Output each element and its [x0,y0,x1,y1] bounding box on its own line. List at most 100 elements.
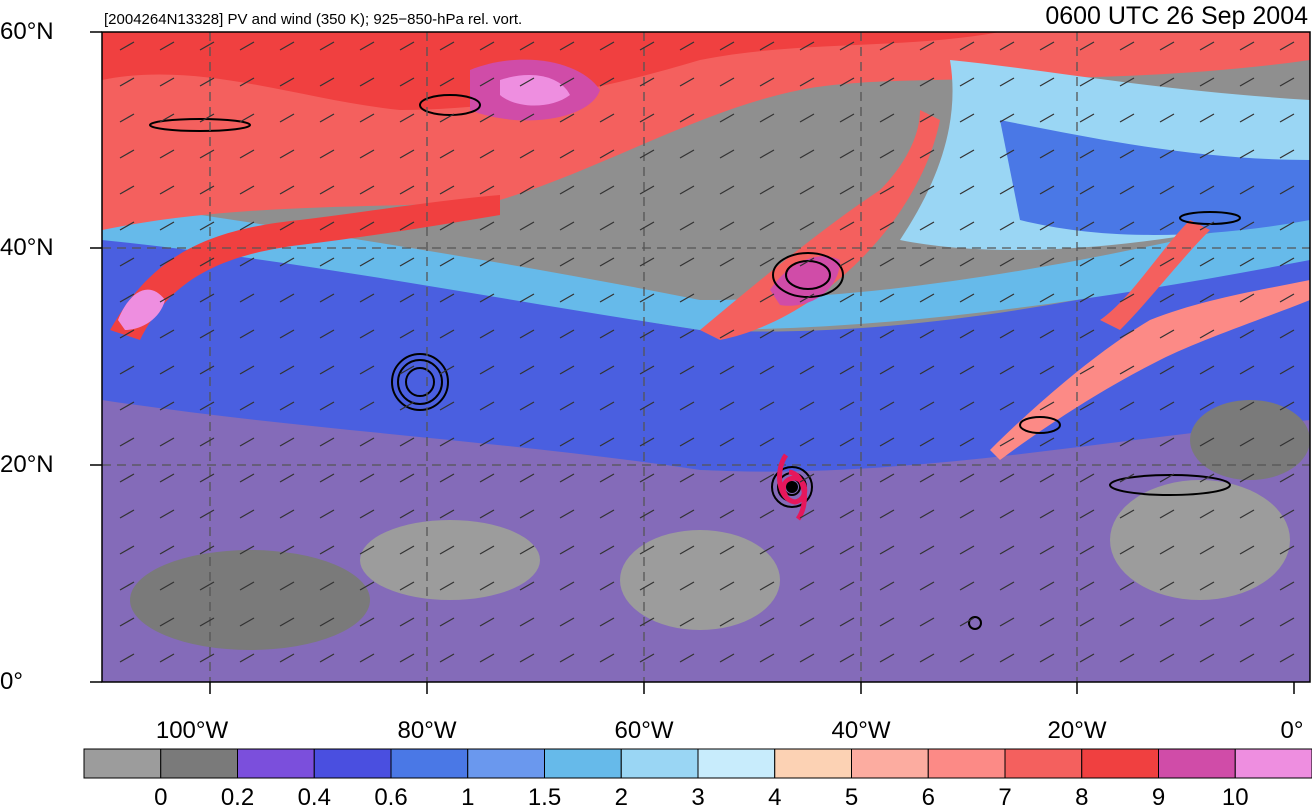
wind-barb [319,617,335,627]
wind-barb [759,77,775,87]
wind-barb [759,329,775,339]
wind-barb [839,617,855,627]
wind-barb [399,617,415,627]
wind-barb [839,581,855,591]
wind-barb [1279,77,1295,87]
wind-barb [1159,257,1175,267]
wind-barb [639,293,655,303]
wind-barb [679,473,695,483]
wind-barb [159,329,175,339]
lon-label-80w: 80°W [397,717,457,744]
wind-barb [879,401,895,411]
wind-barb [439,77,455,87]
wind-barb [559,221,575,231]
colorbar-swatch [697,748,776,779]
wind-barb [1279,113,1295,123]
wind-barb [599,77,615,87]
wind-barb [359,617,375,627]
wind-barb [879,545,895,555]
wind-barb [1079,473,1095,483]
wind-barb [639,77,655,87]
wind-barb [1199,185,1215,195]
wind-barb [1119,329,1135,339]
wind-barb [519,401,535,411]
wind-barb [839,113,855,123]
wind-barb [1119,437,1135,447]
colorbar-tick-label: 7 [998,784,1012,811]
wind-barb [519,365,535,375]
colorbar-tick-label: 10 [1221,784,1249,811]
wind-barb [559,113,575,123]
colorbar-swatch [1158,748,1236,779]
wind-barb [399,509,415,519]
wind-barb [439,257,455,267]
wind-barb [639,653,655,663]
wind-barb [919,329,935,339]
wind-barb [479,329,495,339]
wind-barb [999,149,1015,159]
wind-barb [759,221,775,231]
wind-barb [199,437,215,447]
wind-barb [399,149,415,159]
wind-barb [519,509,535,519]
wind-barb [599,365,615,375]
wind-barb [1199,617,1215,627]
wind-barb [319,257,335,267]
wind-barb [239,113,255,123]
wind-barb [1119,401,1135,411]
wind-barb [319,473,335,483]
wind-barb [239,149,255,159]
wind-barb [199,113,215,123]
wind-barb [679,437,695,447]
wind-barb [679,617,695,627]
wind-barb [519,473,535,483]
wind-barb [639,473,655,483]
wind-barb [319,221,335,231]
wind-barb [199,401,215,411]
wind-barb [1199,653,1215,663]
wind-barb [919,473,935,483]
wind-barb [799,77,815,87]
wind-barb [999,221,1015,231]
wind-barb [119,437,135,447]
wind-barb [479,437,495,447]
lat-label-40n: 40°N [0,234,54,261]
wind-barb [1119,545,1135,555]
wind-barb [1039,149,1055,159]
wind-barb [399,113,415,123]
wind-barb [439,401,455,411]
wind-barb [719,401,735,411]
wind-barb [799,401,815,411]
wind-barb [599,509,615,519]
wind-barb [1279,545,1295,555]
wind-barb [1279,653,1295,663]
wind-barb [1279,41,1295,51]
wind-barb [999,77,1015,87]
wind-barb [959,77,975,87]
wind-barb [919,113,935,123]
wind-barb [199,509,215,519]
wind-barb [359,221,375,231]
wind-barb [119,401,135,411]
wind-barb [119,293,135,303]
wind-barb [159,41,175,51]
wind-barb [279,509,295,519]
wind-barb [1039,437,1055,447]
wind-barb [679,221,695,231]
wind-barb [679,77,695,87]
wind-barb [1079,365,1095,375]
colorbar-tick-label: 0 [154,784,168,811]
wind-barb [239,365,255,375]
wind-barb [999,257,1015,267]
wind-barb [919,185,935,195]
wind-barb [1239,149,1255,159]
map-grid [102,32,1310,682]
wind-barb [599,149,615,159]
wind-barb [559,149,575,159]
wind-barb [319,653,335,663]
wind-barb [839,257,855,267]
wind-barb [239,581,255,591]
wind-barb [759,41,775,51]
colorbar-tick-label: 0.4 [297,784,331,811]
wind-barb [239,257,255,267]
